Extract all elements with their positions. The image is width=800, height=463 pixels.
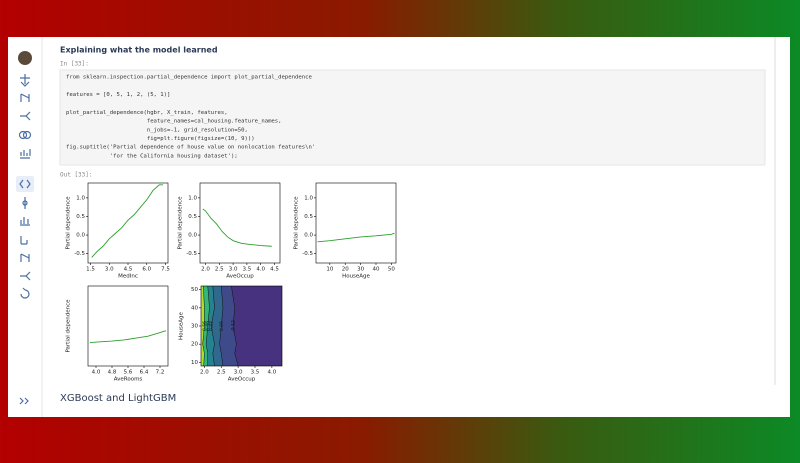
x-tick-label: 1.5	[86, 267, 95, 273]
pd-line	[89, 330, 167, 344]
y-axis-label: Partial dependence	[294, 196, 300, 250]
x-tick-label: 4.8	[108, 370, 117, 376]
y-tick-label: 1.0	[304, 195, 313, 201]
y-tick-label: 20	[191, 342, 198, 348]
y-axis-label: Partial dependence	[66, 299, 72, 353]
code-line: fig=plt.figure(figsize=(10, 9)))	[66, 136, 255, 142]
contour-line	[202, 285, 205, 367]
x-tick-label: 2.5	[215, 267, 224, 273]
y-tick-label: 0.0	[304, 233, 313, 239]
y-tick-label: -0.5	[74, 251, 85, 257]
x-tick-label: 4.0	[268, 370, 277, 376]
output-prompt: Out [33]:	[60, 172, 93, 179]
code-line: 'for the California housing dataset');	[66, 153, 238, 159]
x-tick-label: 40	[373, 267, 380, 273]
x-axis-label: MedInc	[118, 274, 138, 280]
code-line: n_jobs=-1, grid_resolution=50,	[66, 127, 248, 133]
x-tick-label: 3.0	[229, 267, 238, 273]
y-tick-label: 0.5	[304, 214, 313, 220]
heading: Explaining what the model learned	[60, 46, 218, 55]
x-axis-label: AveOccup	[226, 274, 254, 280]
pd-line	[202, 208, 272, 247]
contour-label: 0.22	[209, 321, 215, 331]
x-tick-label: 30	[357, 267, 364, 273]
y-tick-label: 0.5	[76, 214, 85, 220]
x-axis-label: AveRooms	[114, 377, 143, 383]
contour-line	[210, 285, 215, 367]
contour-label: 0.39	[205, 321, 211, 331]
x-tick-label: 3.5	[243, 267, 252, 273]
contour-line	[205, 285, 210, 366]
x-tick-label: 6.0	[142, 267, 151, 273]
x-tick-label: 5.6	[124, 370, 133, 376]
contour-region	[201, 286, 205, 366]
avatar[interactable]	[18, 51, 32, 65]
x-tick-label: 20	[342, 267, 349, 273]
y-tick-label: 40	[191, 305, 198, 311]
y-tick-label: 1.0	[76, 195, 85, 201]
y-tick-label: -0.5	[302, 251, 313, 257]
x-tick-label: 2.0	[200, 370, 209, 376]
x-tick-label: 3.0	[234, 370, 243, 376]
x-tick-label: 4.5	[270, 267, 279, 273]
axes-frame	[199, 182, 281, 264]
input-prompt: In [33]:	[60, 61, 89, 68]
x-tick-label: 2.5	[217, 370, 226, 376]
code-line: plot_partial_dependence(hgbr, X_train, f…	[66, 110, 228, 116]
code-cell[interactable]	[59, 69, 766, 166]
x-axis-label: AveOccup	[228, 377, 256, 383]
y-tick-label: 0.0	[188, 233, 197, 239]
sidebar	[16, 51, 34, 405]
code-line: feature_names=cal_housing.feature_names,	[66, 119, 282, 125]
code-line: features = [0, 5, 1, 2, (5, 1)]	[66, 92, 170, 98]
y-tick-label: 30	[191, 324, 198, 330]
y-tick-label: 50	[191, 287, 198, 293]
pd-line	[91, 184, 163, 258]
contour-label: 0.05	[219, 321, 225, 331]
axes-frame	[315, 182, 397, 264]
y-tick-label: 10	[191, 360, 198, 366]
x-tick-label: 3.0	[105, 267, 114, 273]
y-axis-label: Partial dependence	[66, 196, 72, 250]
y-axis-label: HouseAge	[179, 311, 185, 339]
contour-line	[219, 285, 224, 367]
sidebar-icons[interactable]	[16, 74, 34, 405]
code-line: fig.suptitle('Partial dependence of hous…	[66, 145, 315, 151]
x-tick-label: 4.0	[256, 267, 265, 273]
x-axis-label: HouseAge	[342, 274, 370, 280]
code-line: from sklearn.inspection.partial_dependen…	[66, 75, 312, 81]
x-tick-label: 6.4	[140, 370, 149, 376]
pd-line	[317, 232, 395, 243]
contour-label: -0.12	[231, 320, 237, 332]
x-tick-label: 2.0	[201, 267, 210, 273]
y-tick-label: -0.5	[186, 251, 197, 257]
code: from sklearn.inspection.partial_dependen…	[66, 75, 315, 160]
x-tick-label: 7.2	[156, 370, 165, 376]
contour-label: 0.56	[202, 321, 208, 331]
y-tick-label: 1.0	[188, 195, 197, 201]
x-tick-label: 10	[326, 267, 333, 273]
y-tick-label: 0.5	[188, 214, 197, 220]
y-axis-label: Partial dependence	[178, 196, 184, 250]
y-tick-label: 0.0	[76, 233, 85, 239]
x-tick-label: 7.5	[161, 267, 170, 273]
contour-line	[231, 285, 239, 367]
x-tick-label: 3.5	[251, 370, 260, 376]
x-tick-label: 4.0	[92, 370, 101, 376]
x-tick-label: 4.5	[124, 267, 133, 273]
next-heading: XGBoost and LightGBM	[60, 393, 176, 404]
x-tick-label: 50	[388, 267, 395, 273]
